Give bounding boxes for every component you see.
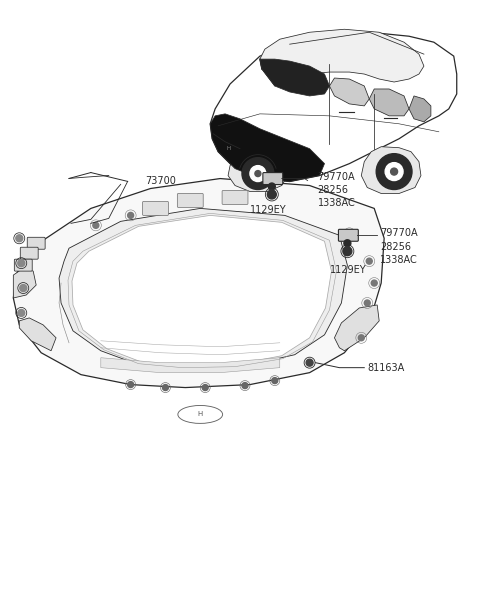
Polygon shape <box>369 89 409 116</box>
Circle shape <box>20 285 27 292</box>
Polygon shape <box>228 149 288 192</box>
Polygon shape <box>72 215 332 366</box>
Text: 1338AC: 1338AC <box>318 199 355 208</box>
Circle shape <box>371 280 377 286</box>
Polygon shape <box>59 208 348 369</box>
Polygon shape <box>409 96 431 122</box>
FancyBboxPatch shape <box>338 229 358 241</box>
Circle shape <box>128 382 133 388</box>
Polygon shape <box>260 29 424 86</box>
Circle shape <box>242 158 274 190</box>
Text: 73700: 73700 <box>145 176 177 186</box>
Circle shape <box>250 165 266 181</box>
FancyBboxPatch shape <box>178 193 203 208</box>
Circle shape <box>18 310 25 317</box>
Text: 1129EY: 1129EY <box>250 205 287 215</box>
Circle shape <box>162 385 168 391</box>
FancyBboxPatch shape <box>263 173 283 184</box>
FancyBboxPatch shape <box>143 202 168 215</box>
Polygon shape <box>329 78 369 106</box>
Polygon shape <box>260 59 329 96</box>
Text: 79770A: 79770A <box>318 171 355 181</box>
Text: 28256: 28256 <box>380 242 411 252</box>
Ellipse shape <box>178 406 223 423</box>
Circle shape <box>242 382 248 388</box>
Circle shape <box>343 247 352 256</box>
Circle shape <box>344 240 351 247</box>
FancyBboxPatch shape <box>20 247 38 259</box>
Polygon shape <box>335 305 379 350</box>
Circle shape <box>385 162 403 180</box>
Text: 1338AC: 1338AC <box>380 255 418 265</box>
FancyBboxPatch shape <box>222 190 248 205</box>
FancyBboxPatch shape <box>27 237 45 249</box>
Circle shape <box>18 260 25 267</box>
Polygon shape <box>210 32 457 181</box>
Text: 79770A: 79770A <box>380 228 418 238</box>
Circle shape <box>376 154 412 190</box>
FancyBboxPatch shape <box>14 259 32 271</box>
Circle shape <box>347 230 352 236</box>
Text: H: H <box>226 146 230 151</box>
Polygon shape <box>13 268 36 298</box>
Polygon shape <box>13 178 384 388</box>
Circle shape <box>391 168 397 175</box>
Circle shape <box>267 190 276 199</box>
Polygon shape <box>19 318 56 350</box>
Circle shape <box>364 300 370 306</box>
Circle shape <box>93 222 99 228</box>
Polygon shape <box>210 114 324 181</box>
Text: 81163A: 81163A <box>367 363 405 372</box>
Circle shape <box>16 235 23 242</box>
Circle shape <box>272 378 278 384</box>
Polygon shape <box>361 146 421 193</box>
Circle shape <box>255 171 261 177</box>
Circle shape <box>202 385 208 391</box>
Circle shape <box>128 212 133 218</box>
Text: 28256: 28256 <box>318 186 348 196</box>
Circle shape <box>268 183 276 190</box>
Circle shape <box>358 335 364 341</box>
Circle shape <box>366 258 372 264</box>
Polygon shape <box>101 358 280 372</box>
Circle shape <box>306 359 313 366</box>
Text: H: H <box>198 412 203 417</box>
Text: 1129EY: 1129EY <box>329 265 366 275</box>
